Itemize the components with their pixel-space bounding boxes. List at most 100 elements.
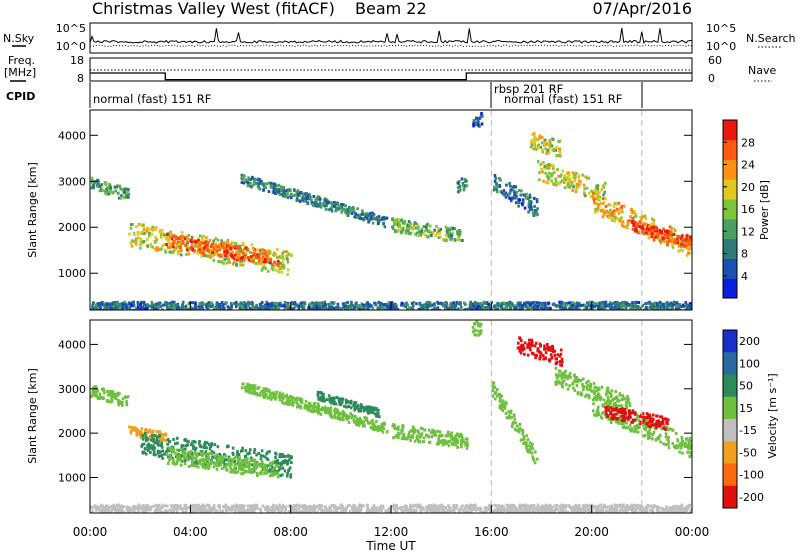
scatter-cell [473, 322, 476, 326]
scatter-cell [379, 306, 382, 310]
freq-right-tick-top: 60 [708, 54, 722, 67]
scatter-cell [477, 121, 480, 125]
scatter-cell [173, 300, 176, 304]
scatter-cell [596, 387, 600, 391]
scatter-cell [221, 458, 224, 462]
scatter-cell [171, 233, 174, 237]
scatter-cell [265, 387, 269, 391]
scatter-cell [646, 232, 650, 235]
scatter-cell [265, 468, 269, 472]
scatter-cell [142, 240, 146, 243]
scatter-cell [253, 308, 256, 310]
scatter-cell [462, 187, 466, 191]
scatter-cell [402, 226, 405, 230]
scatter-cell [316, 195, 319, 199]
scatter-cell [476, 302, 480, 306]
scatter-cell [249, 448, 252, 452]
scatter-cell [234, 246, 237, 250]
scatter-cell [129, 431, 133, 435]
scatter-cell [565, 308, 569, 310]
scatter-cell [276, 262, 279, 266]
scatter-cell [659, 241, 663, 245]
scatter-cell [204, 450, 208, 454]
y-tick-label: 2000 [58, 221, 86, 234]
scatter-cell [193, 240, 197, 244]
scatter-cell [222, 465, 226, 469]
scatter-cell [640, 217, 643, 221]
scatter-cell [393, 230, 397, 234]
scatter-cell [100, 301, 103, 305]
scatter-cell [533, 308, 536, 310]
scatter-cell [601, 302, 604, 306]
scatter-cell [428, 224, 432, 228]
scatter-cell [633, 307, 636, 310]
scatter-cell [278, 395, 281, 398]
scatter-cell [510, 302, 514, 306]
scatter-cell [391, 217, 394, 221]
scatter-cell [203, 246, 206, 250]
scatter-cell [547, 176, 551, 180]
scatter-cell [411, 434, 414, 437]
scatter-cell [474, 121, 478, 125]
scatter-cell [457, 235, 461, 238]
scatter-cell [183, 237, 187, 241]
scatter-cell [267, 388, 271, 392]
scatter-cell [276, 472, 279, 476]
scatter-cell [363, 424, 366, 428]
scatter-cell [662, 227, 665, 231]
scatter-cell [292, 307, 295, 310]
scatter-cell [517, 201, 521, 204]
scatter-cell [253, 182, 257, 186]
scatter-cell [594, 197, 598, 201]
scatter-cell [278, 465, 282, 469]
scatter-cell [428, 301, 432, 305]
scatter-cell [105, 303, 109, 307]
scatter-cell [300, 301, 304, 305]
scatter-cell [198, 234, 202, 238]
scatter-cell [475, 116, 478, 120]
scatter-cell [451, 301, 455, 305]
scatter-cell [280, 463, 283, 467]
scatter-cell [168, 250, 172, 254]
scatter-cell [493, 174, 497, 177]
scatter-cell [286, 192, 289, 196]
scatter-cell [670, 240, 674, 244]
scatter-cell [144, 307, 147, 310]
scatter-cell [258, 248, 262, 252]
scatter-cell [420, 432, 424, 436]
scatter-cell [264, 463, 267, 467]
scatter-cell [421, 231, 425, 235]
scatter-cell [535, 354, 539, 358]
scatter-cell [114, 392, 117, 396]
scatter-cell [263, 258, 267, 262]
scatter-cell [485, 301, 489, 305]
scatter-cell [280, 185, 283, 189]
scatter-cell [536, 347, 540, 351]
scatter-cell [197, 305, 200, 309]
scatter-cell [244, 308, 247, 310]
scatter-cell [269, 258, 273, 262]
scatter-cell [291, 302, 294, 306]
scatter-cell [253, 250, 257, 254]
scatter-cell [372, 428, 376, 432]
scatter-cell [318, 306, 321, 310]
scatter-cell [593, 305, 596, 309]
scatter-cell [335, 305, 338, 309]
scatter-cell [96, 302, 100, 306]
scatter-cell [325, 204, 328, 208]
scatter-cell [215, 453, 218, 457]
scatter-cell [339, 401, 342, 405]
scatter-cell [508, 192, 511, 196]
scatter-cell [233, 465, 236, 469]
scatter-cell [221, 455, 224, 459]
scatter-cell [548, 138, 552, 142]
scatter-cell [564, 178, 567, 181]
scatter-cell [121, 187, 124, 191]
scatter-cell [204, 459, 207, 463]
scatter-cell [541, 148, 544, 152]
scatter-cell [91, 393, 94, 397]
scatter-cell [409, 439, 412, 443]
scatter-cell [546, 343, 549, 346]
scatter-cell [310, 198, 313, 202]
scatter-cell [659, 306, 662, 310]
